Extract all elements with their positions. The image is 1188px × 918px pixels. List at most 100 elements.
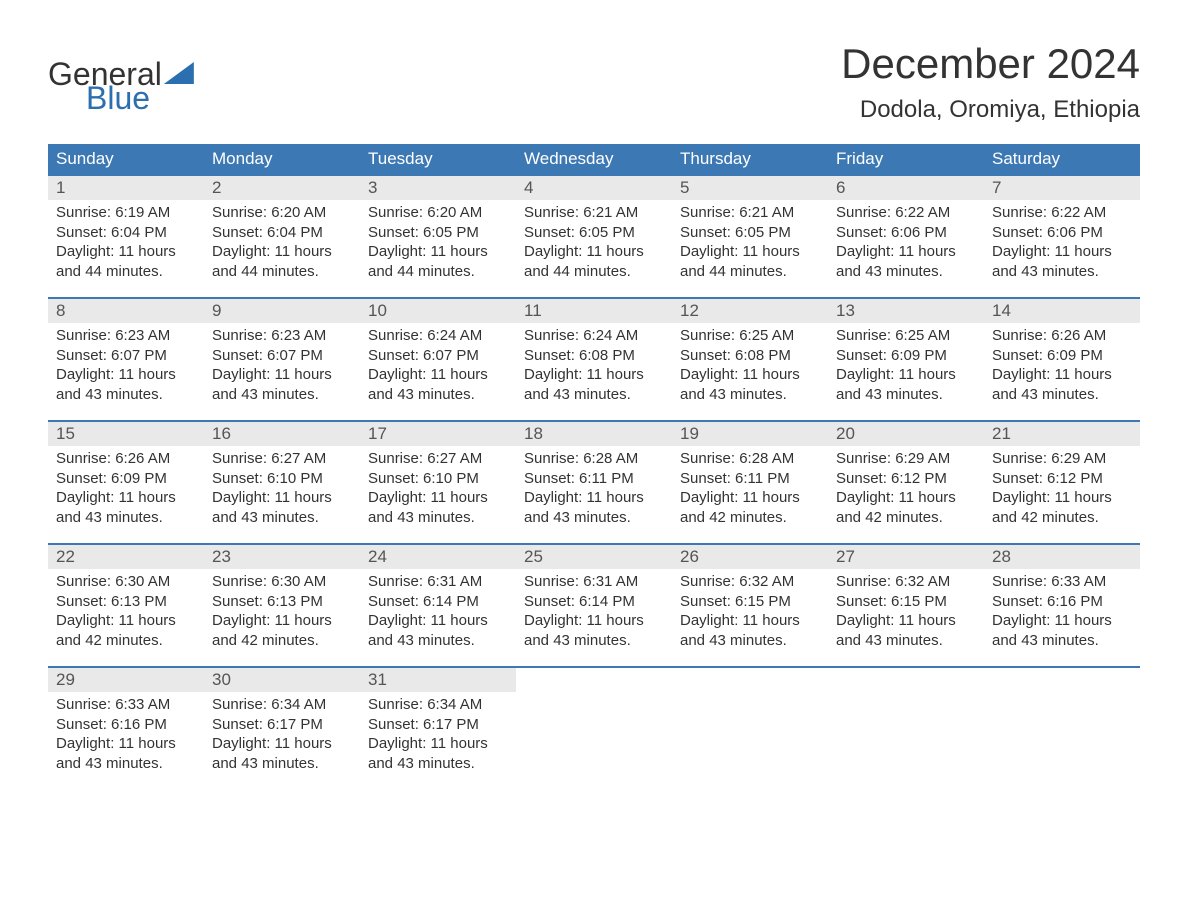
sunrise-text: Sunrise: 6:21 AM xyxy=(680,203,820,223)
daylight-text-2: and 42 minutes. xyxy=(836,508,976,528)
sunset-text: Sunset: 6:07 PM xyxy=(212,346,352,366)
day-header: Tuesday xyxy=(360,144,516,175)
day-content-row: Sunrise: 6:33 AMSunset: 6:16 PMDaylight:… xyxy=(48,692,1140,790)
logo-sail-icon xyxy=(164,62,194,84)
location-subtitle: Dodola, Oromiya, Ethiopia xyxy=(841,96,1140,124)
daylight-text-2: and 44 minutes. xyxy=(524,262,664,282)
sunset-text: Sunset: 6:11 PM xyxy=(524,469,664,489)
sunset-text: Sunset: 6:10 PM xyxy=(368,469,508,489)
month-title: December 2024 xyxy=(841,40,1140,88)
page-header: General Blue December 2024 Dodola, Oromi… xyxy=(48,40,1140,124)
day-content-row: Sunrise: 6:30 AMSunset: 6:13 PMDaylight:… xyxy=(48,569,1140,667)
sunset-text: Sunset: 6:17 PM xyxy=(212,715,352,735)
day-content-cell: Sunrise: 6:31 AMSunset: 6:14 PMDaylight:… xyxy=(516,569,672,667)
sunset-text: Sunset: 6:10 PM xyxy=(212,469,352,489)
sunset-text: Sunset: 6:06 PM xyxy=(836,223,976,243)
sunrise-text: Sunrise: 6:24 AM xyxy=(368,326,508,346)
daylight-text-1: Daylight: 11 hours xyxy=(56,365,196,385)
daylight-text-1: Daylight: 11 hours xyxy=(56,611,196,631)
day-content-cell: Sunrise: 6:21 AMSunset: 6:05 PMDaylight:… xyxy=(516,200,672,298)
daylight-text-1: Daylight: 11 hours xyxy=(368,488,508,508)
day-content-cell: Sunrise: 6:33 AMSunset: 6:16 PMDaylight:… xyxy=(984,569,1140,667)
day-number-row: 1234567 xyxy=(48,175,1140,200)
sunset-text: Sunset: 6:13 PM xyxy=(56,592,196,612)
day-content-cell: Sunrise: 6:25 AMSunset: 6:09 PMDaylight:… xyxy=(828,323,984,421)
daylight-text-1: Daylight: 11 hours xyxy=(680,488,820,508)
daylight-text-1: Daylight: 11 hours xyxy=(992,365,1132,385)
day-content-row: Sunrise: 6:23 AMSunset: 6:07 PMDaylight:… xyxy=(48,323,1140,421)
sunrise-text: Sunrise: 6:29 AM xyxy=(992,449,1132,469)
daylight-text-1: Daylight: 11 hours xyxy=(836,242,976,262)
daylight-text-2: and 44 minutes. xyxy=(368,262,508,282)
day-number-cell: 17 xyxy=(360,421,516,446)
sunset-text: Sunset: 6:14 PM xyxy=(368,592,508,612)
daylight-text-2: and 43 minutes. xyxy=(992,631,1132,651)
daylight-text-1: Daylight: 11 hours xyxy=(212,365,352,385)
day-number-cell: 30 xyxy=(204,667,360,692)
daylight-text-1: Daylight: 11 hours xyxy=(524,242,664,262)
daylight-text-1: Daylight: 11 hours xyxy=(368,734,508,754)
day-content-cell: Sunrise: 6:30 AMSunset: 6:13 PMDaylight:… xyxy=(48,569,204,667)
daylight-text-2: and 42 minutes. xyxy=(680,508,820,528)
sunrise-text: Sunrise: 6:30 AM xyxy=(56,572,196,592)
day-content-cell: Sunrise: 6:20 AMSunset: 6:04 PMDaylight:… xyxy=(204,200,360,298)
daylight-text-1: Daylight: 11 hours xyxy=(524,488,664,508)
day-content-cell: Sunrise: 6:26 AMSunset: 6:09 PMDaylight:… xyxy=(48,446,204,544)
sunrise-text: Sunrise: 6:20 AM xyxy=(212,203,352,223)
day-number-cell: 8 xyxy=(48,298,204,323)
day-header: Monday xyxy=(204,144,360,175)
day-number-cell: 25 xyxy=(516,544,672,569)
daylight-text-1: Daylight: 11 hours xyxy=(680,242,820,262)
sunset-text: Sunset: 6:12 PM xyxy=(836,469,976,489)
logo-text-blue: Blue xyxy=(86,82,194,114)
day-content-cell: Sunrise: 6:25 AMSunset: 6:08 PMDaylight:… xyxy=(672,323,828,421)
sunset-text: Sunset: 6:05 PM xyxy=(680,223,820,243)
sunrise-text: Sunrise: 6:22 AM xyxy=(992,203,1132,223)
day-content-cell: Sunrise: 6:22 AMSunset: 6:06 PMDaylight:… xyxy=(828,200,984,298)
sunrise-text: Sunrise: 6:26 AM xyxy=(56,449,196,469)
daylight-text-2: and 43 minutes. xyxy=(680,631,820,651)
sunrise-text: Sunrise: 6:34 AM xyxy=(212,695,352,715)
sunset-text: Sunset: 6:05 PM xyxy=(524,223,664,243)
daylight-text-1: Daylight: 11 hours xyxy=(992,611,1132,631)
day-content-cell: Sunrise: 6:20 AMSunset: 6:05 PMDaylight:… xyxy=(360,200,516,298)
daylight-text-1: Daylight: 11 hours xyxy=(524,365,664,385)
day-header: Friday xyxy=(828,144,984,175)
day-number-row: 22232425262728 xyxy=(48,544,1140,569)
daylight-text-1: Daylight: 11 hours xyxy=(992,242,1132,262)
day-number-cell: 3 xyxy=(360,175,516,200)
day-number-cell: 5 xyxy=(672,175,828,200)
sunrise-text: Sunrise: 6:30 AM xyxy=(212,572,352,592)
sunset-text: Sunset: 6:09 PM xyxy=(836,346,976,366)
daylight-text-2: and 43 minutes. xyxy=(992,262,1132,282)
day-number-cell xyxy=(672,667,828,692)
daylight-text-2: and 43 minutes. xyxy=(212,754,352,774)
day-number-row: 293031 xyxy=(48,667,1140,692)
daylight-text-1: Daylight: 11 hours xyxy=(368,242,508,262)
day-number-cell: 4 xyxy=(516,175,672,200)
sunrise-text: Sunrise: 6:21 AM xyxy=(524,203,664,223)
day-header: Sunday xyxy=(48,144,204,175)
day-number-cell xyxy=(984,667,1140,692)
sunset-text: Sunset: 6:16 PM xyxy=(56,715,196,735)
day-number-cell: 22 xyxy=(48,544,204,569)
calendar-body: 1234567Sunrise: 6:19 AMSunset: 6:04 PMDa… xyxy=(48,175,1140,790)
day-number-cell: 31 xyxy=(360,667,516,692)
daylight-text-1: Daylight: 11 hours xyxy=(56,488,196,508)
daylight-text-2: and 43 minutes. xyxy=(524,631,664,651)
day-content-cell: Sunrise: 6:19 AMSunset: 6:04 PMDaylight:… xyxy=(48,200,204,298)
day-number-cell: 9 xyxy=(204,298,360,323)
daylight-text-2: and 43 minutes. xyxy=(212,508,352,528)
day-content-cell xyxy=(516,692,672,790)
sunrise-text: Sunrise: 6:34 AM xyxy=(368,695,508,715)
daylight-text-1: Daylight: 11 hours xyxy=(212,611,352,631)
day-number-cell: 10 xyxy=(360,298,516,323)
sunset-text: Sunset: 6:04 PM xyxy=(212,223,352,243)
day-content-row: Sunrise: 6:26 AMSunset: 6:09 PMDaylight:… xyxy=(48,446,1140,544)
sunrise-text: Sunrise: 6:28 AM xyxy=(680,449,820,469)
daylight-text-1: Daylight: 11 hours xyxy=(680,611,820,631)
day-content-cell: Sunrise: 6:34 AMSunset: 6:17 PMDaylight:… xyxy=(204,692,360,790)
day-content-cell xyxy=(828,692,984,790)
day-content-cell: Sunrise: 6:24 AMSunset: 6:07 PMDaylight:… xyxy=(360,323,516,421)
sunset-text: Sunset: 6:08 PM xyxy=(680,346,820,366)
